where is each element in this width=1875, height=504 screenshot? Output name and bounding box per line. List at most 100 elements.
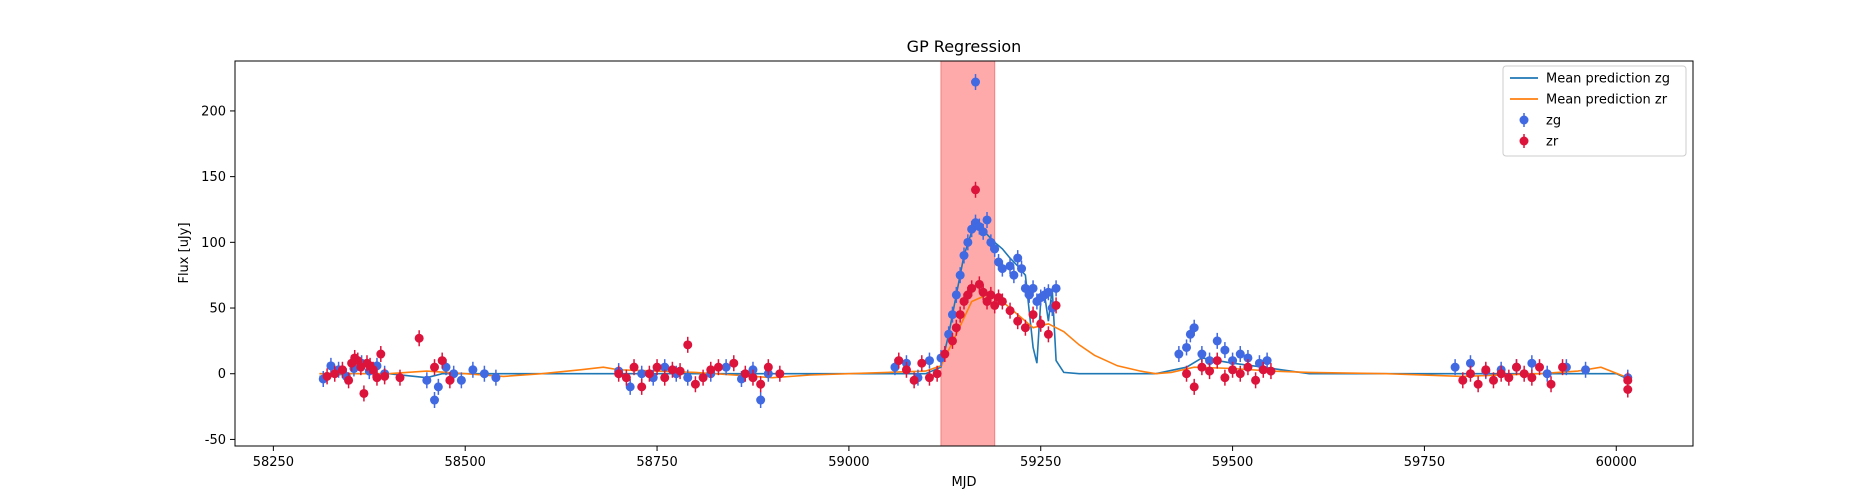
x-tick-label: 59500 [1212,455,1253,470]
legend-label: Mean prediction zg [1546,72,1670,87]
plot-frame [234,60,1694,447]
data-point-zg [1185,329,1195,339]
data-point-zr [1189,382,1199,392]
data-point-zg [430,395,440,405]
x-tick-label: 59750 [1404,455,1445,470]
data-point-zr [982,296,992,306]
data-point-zg [1235,349,1245,359]
legend-point-swatch [1519,136,1529,146]
data-point-zg [1262,356,1272,366]
data-point-zr [437,356,447,366]
x-tick-label: 60000 [1596,455,1637,470]
data-point-zg [1009,270,1019,280]
data-point-zr [1020,323,1030,333]
data-point-zg [1182,342,1192,352]
data-point-zg [890,362,900,372]
data-point-zg [1465,358,1475,368]
data-point-zr [675,366,685,376]
data-point-zr [667,365,677,375]
data-point-zg [986,237,996,247]
data-point-zr [644,369,654,379]
data-point-zr [698,373,708,383]
data-point-zr [894,356,904,366]
data-point-zr [1197,362,1207,372]
data-point-zg [990,244,1000,254]
data-point-zg [1542,369,1552,379]
y-tick-label: 150 [201,170,226,185]
data-point-zr [1496,369,1506,379]
data-point-zg [468,365,478,375]
data-point-zg [1174,349,1184,359]
x-tick-label: 58250 [253,455,294,470]
data-point-zg [756,395,766,405]
data-point-zg [491,373,501,383]
data-point-zr [1623,384,1633,394]
data-point-zg [637,369,647,379]
data-point-zr [1028,310,1038,320]
data-point-zg [456,375,466,385]
data-point-zr [967,283,977,293]
data-point-zr [756,379,766,389]
data-point-zr [1623,375,1633,385]
data-point-zr [683,340,693,350]
data-point-zg [955,270,965,280]
data-point-zg [967,224,977,234]
data-point-zr [1535,362,1545,372]
legend-point-swatch [1519,115,1529,125]
data-point-zr [376,349,386,359]
data-point-zr [359,388,369,398]
data-point-zg [441,362,451,372]
data-point-zr [974,279,984,289]
data-point-zr [621,373,631,383]
data-point-zg [982,215,992,225]
x-axis-label: MJD [951,475,976,490]
data-point-zr [1036,319,1046,329]
data-point-zr [690,379,700,389]
data-point-zr [1512,362,1522,372]
data-point-zr [1205,366,1215,376]
data-point-zr [997,296,1007,306]
data-point-zg [1017,264,1027,274]
data-point-zg [326,361,336,371]
data-point-zr [395,373,405,383]
y-tick-label: 0 [218,367,226,382]
chart-title: GP Regression [907,37,1022,56]
legend-label: Mean prediction zr [1546,93,1668,108]
data-point-zr [713,362,723,372]
data-point-zg [1205,356,1215,366]
data-point-zr [1488,375,1498,385]
data-point-zr [932,369,942,379]
data-point-zr [414,333,424,343]
data-point-zr [1481,365,1491,375]
data-point-zr [1519,369,1529,379]
data-point-zg [1051,283,1061,293]
data-point-zg [479,369,489,379]
y-tick-label: 100 [201,236,226,251]
data-point-zg [1228,356,1238,366]
data-point-zr [901,365,911,375]
data-point-zg [433,382,443,392]
data-point-zg [1220,345,1230,355]
data-point-zg [660,362,670,372]
data-point-zr [372,373,382,383]
data-point-zg [1024,290,1034,300]
data-point-zg [1043,287,1053,297]
legend-box [1502,65,1687,157]
y-tick-label: -50 [205,433,226,448]
data-point-zg [959,250,969,260]
data-point-zr [1005,306,1015,316]
x-tick-label: 58500 [445,455,486,470]
data-point-zr [1182,369,1192,379]
data-point-zr [955,310,965,320]
data-point-zr [775,369,785,379]
data-point-zr [1458,375,1468,385]
data-point-zr [1220,373,1230,383]
data-point-zr [1251,375,1261,385]
data-point-zr [1558,362,1568,372]
data-point-zr [917,358,927,368]
data-point-zg [1005,261,1015,271]
data-point-zg [963,237,973,247]
data-point-zr [947,336,957,346]
data-point-zg [1527,358,1537,368]
